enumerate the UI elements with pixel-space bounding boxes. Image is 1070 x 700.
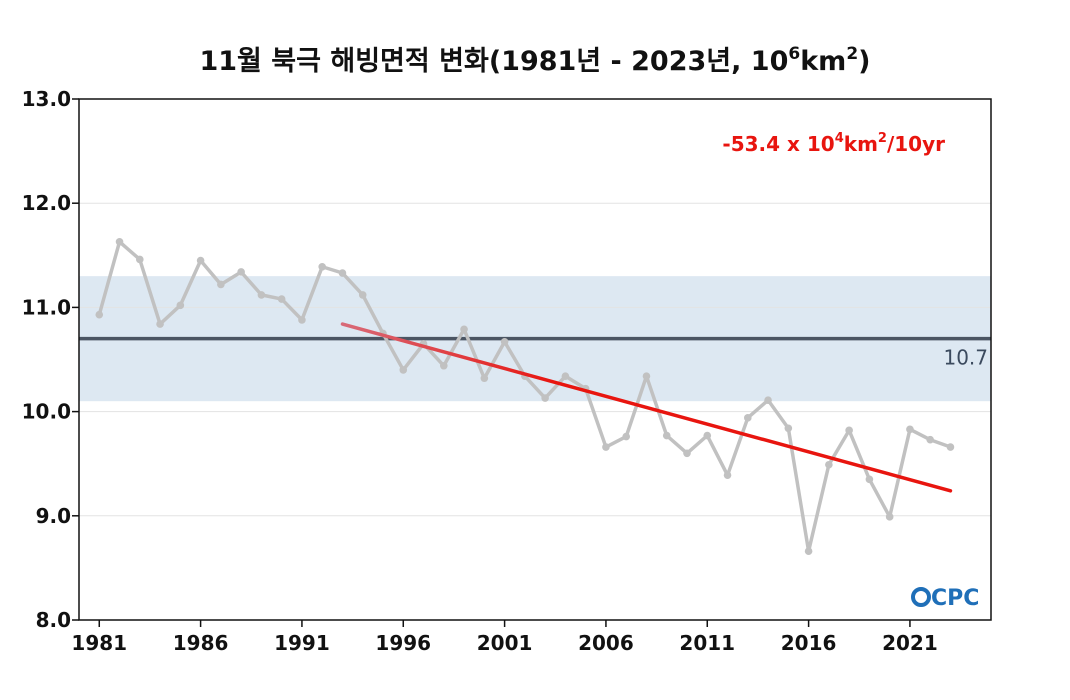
- y-tick-label: 13.0: [22, 87, 71, 111]
- data-point: [440, 361, 448, 370]
- data-point: [196, 256, 205, 265]
- cpc-logo-text: CPC: [931, 586, 979, 611]
- y-tick-label: 9.0: [36, 504, 71, 528]
- trend-rate-unit: km: [844, 132, 878, 156]
- data-point: [338, 269, 347, 277]
- data-point: [318, 262, 327, 271]
- data-point: [156, 320, 164, 328]
- chart-title: 11월 북극 해빙면적 변화(1981년 - 2023년, 106km2): [199, 44, 870, 77]
- data-point: [723, 471, 732, 479]
- x-tick-label: 1991: [274, 631, 330, 655]
- trend-rate-per: /10yr: [887, 132, 945, 156]
- data-point: [500, 337, 509, 346]
- mean-value-label: 10.7: [943, 346, 988, 370]
- data-point: [399, 366, 408, 374]
- y-axis-ticks: 8.0 9.0 10.0 11.0 12.0 13.0: [22, 87, 79, 632]
- data-point: [136, 255, 144, 264]
- data-point: [541, 394, 549, 402]
- trend-rate-label: -53.4 x 104km2/10yr: [722, 131, 945, 156]
- data-point: [237, 268, 245, 276]
- cpc-logo-globe-icon: [911, 587, 931, 607]
- data-point: [744, 414, 752, 422]
- data-point: [602, 443, 610, 451]
- chart-title-unit: km: [800, 46, 846, 77]
- data-point: [662, 431, 671, 440]
- data-point: [257, 291, 266, 299]
- x-tick-label: 2011: [679, 631, 735, 655]
- x-tick-label: 2001: [477, 631, 533, 655]
- trend-rate-value: -53.4 x 10: [722, 132, 834, 156]
- data-point: [298, 316, 306, 324]
- chart-title-exp2: 2: [846, 44, 858, 64]
- data-point: [865, 475, 874, 484]
- data-point: [946, 443, 955, 451]
- data-point: [561, 372, 570, 380]
- data-point: [277, 295, 286, 303]
- x-tick-label: 1986: [173, 631, 229, 655]
- x-tick-label: 2016: [781, 631, 837, 655]
- chart-title-main: 11월 북극 해빙면적 변화(1981년 - 2023년, 10: [199, 46, 788, 77]
- data-point: [784, 424, 793, 433]
- data-point: [176, 301, 185, 310]
- x-tick-label: 1996: [375, 631, 431, 655]
- data-point: [683, 449, 691, 458]
- x-tick-label: 2021: [882, 631, 938, 655]
- trend-rate-exp2: 2: [878, 131, 887, 146]
- y-tick-label: 11.0: [22, 295, 71, 319]
- data-point: [217, 280, 225, 289]
- data-point: [95, 310, 104, 319]
- y-tick-label: 8.0: [36, 608, 71, 632]
- y-tick-label: 10.0: [22, 400, 71, 424]
- data-point: [926, 435, 934, 444]
- x-axis-ticks: 1981 1986 1991 1996 2001 2006 2011 2016 2021: [71, 620, 938, 655]
- cpc-logo: CPC: [911, 586, 979, 611]
- x-tick-label: 1981: [71, 631, 127, 655]
- data-point: [804, 547, 813, 556]
- data-point: [642, 372, 651, 380]
- data-point: [845, 426, 853, 435]
- x-tick-label: 2006: [578, 631, 634, 655]
- data-point: [115, 237, 124, 246]
- data-point: [703, 431, 712, 440]
- data-point: [906, 425, 914, 434]
- chart-title-close: ): [858, 46, 870, 77]
- data-point: [480, 374, 489, 383]
- gridlines: [79, 202, 991, 517]
- data-point: [825, 460, 833, 469]
- trend-line: [340, 322, 953, 493]
- chart-title-exp1: 6: [788, 44, 800, 64]
- data-point: [358, 291, 367, 299]
- data-point: [622, 432, 630, 441]
- plot-frame: [78, 98, 992, 621]
- data-point: [764, 396, 772, 404]
- trend-rate-exp1: 4: [835, 131, 844, 146]
- data-point: [885, 513, 894, 521]
- data-point: [460, 325, 468, 334]
- y-tick-label: 12.0: [22, 191, 71, 215]
- data-points: [95, 237, 955, 556]
